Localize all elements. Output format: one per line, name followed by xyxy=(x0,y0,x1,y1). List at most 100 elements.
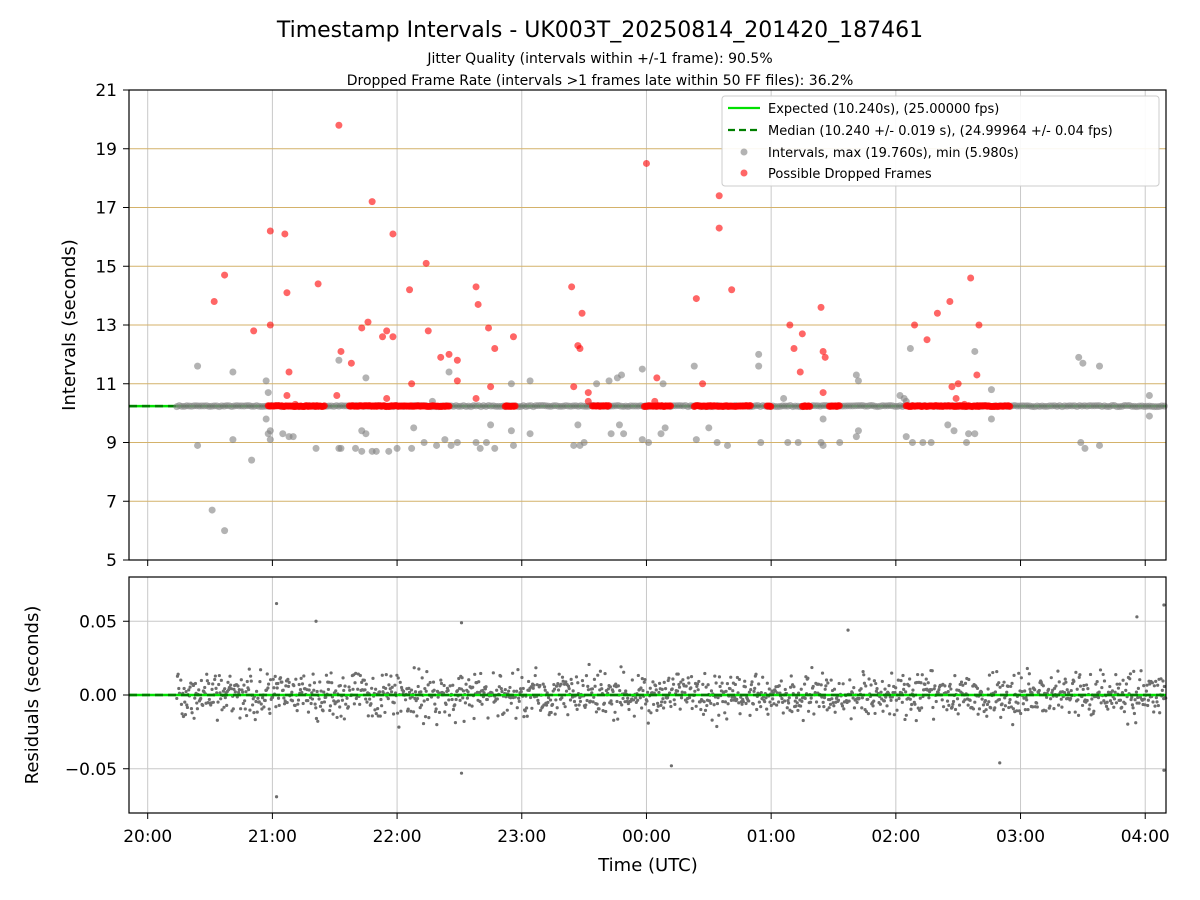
residual-point xyxy=(677,682,681,687)
residual-point xyxy=(282,702,287,706)
residual-point xyxy=(641,688,645,693)
residual-point xyxy=(1064,680,1068,684)
residual-point xyxy=(894,698,898,702)
residual-point xyxy=(467,678,471,682)
residual-point xyxy=(893,690,897,695)
dropped-frame-point xyxy=(817,303,825,311)
residual-point xyxy=(1015,709,1019,713)
residual-point xyxy=(205,672,209,676)
residual-point xyxy=(274,705,278,709)
residual-point xyxy=(1054,684,1058,688)
interval-point xyxy=(262,377,270,385)
residual-point xyxy=(749,688,753,692)
residual-point xyxy=(766,712,770,716)
residual-point xyxy=(919,681,923,685)
residual-point xyxy=(188,685,192,689)
residual-point xyxy=(896,678,900,682)
dropped-frame-point xyxy=(923,336,931,344)
residual-point xyxy=(687,681,691,685)
residual-point xyxy=(255,710,259,714)
residual-point xyxy=(916,672,920,677)
residual-point xyxy=(1001,683,1005,688)
residual-point xyxy=(648,686,652,690)
residual-point xyxy=(1069,688,1073,693)
residual-point xyxy=(434,707,438,711)
residual-point xyxy=(554,698,558,702)
residual-point xyxy=(378,714,382,718)
residual-point xyxy=(627,707,631,712)
residual-point xyxy=(909,707,913,711)
residual-point xyxy=(495,688,499,692)
residual-point xyxy=(822,696,827,700)
residual-point xyxy=(1136,686,1141,690)
residual-point xyxy=(901,673,905,678)
residual-point xyxy=(678,707,682,711)
residual-point xyxy=(213,677,217,682)
residual-point xyxy=(322,690,326,694)
dropped-frame-point xyxy=(786,321,794,329)
dropped-frame-point xyxy=(314,280,322,288)
residual-point xyxy=(1090,697,1094,701)
residual-point xyxy=(783,699,787,703)
residual-point xyxy=(548,698,553,702)
residual-point xyxy=(997,697,1002,702)
residual-point xyxy=(536,698,540,702)
interval-point xyxy=(335,356,343,364)
residual-point xyxy=(903,717,907,722)
residual-point xyxy=(950,705,954,709)
residual-point xyxy=(630,678,634,682)
residual-point xyxy=(484,685,488,689)
residual-point xyxy=(1084,683,1089,687)
residual-point xyxy=(465,696,470,700)
interval-point xyxy=(705,424,713,432)
residual-point xyxy=(684,684,688,688)
dropped-frame-point xyxy=(746,402,754,410)
residual-point xyxy=(1159,677,1163,681)
residual-point xyxy=(309,701,313,706)
residual-point xyxy=(847,699,851,703)
residual-point xyxy=(816,682,821,686)
residual-point xyxy=(237,688,241,692)
residual-point xyxy=(1021,702,1025,706)
residual-point xyxy=(515,689,519,693)
dropped-frame-point xyxy=(266,227,274,235)
residual-point xyxy=(968,698,972,702)
residual-point xyxy=(268,711,272,715)
residual-point xyxy=(810,665,814,670)
residual-point xyxy=(221,689,225,693)
residual-point xyxy=(260,707,264,711)
residual-point xyxy=(1134,690,1139,694)
residual-point xyxy=(251,703,255,707)
residual-point xyxy=(726,702,730,706)
residual-point xyxy=(830,697,834,701)
residual-point xyxy=(945,708,949,712)
residual-point xyxy=(297,682,301,687)
residual-point xyxy=(914,718,918,723)
residual-point xyxy=(249,674,253,678)
residual-point xyxy=(396,676,400,680)
residual-point xyxy=(887,683,891,688)
residual-point xyxy=(409,688,414,692)
residual-point xyxy=(959,680,964,684)
residual-point xyxy=(632,714,636,718)
residual-point xyxy=(263,698,267,703)
interval-point xyxy=(487,421,495,429)
residual-point xyxy=(1126,722,1130,726)
residual-point xyxy=(961,683,965,687)
residual-point xyxy=(1041,684,1045,688)
residual-point xyxy=(867,677,871,681)
residual-point xyxy=(1146,703,1150,708)
residual-point xyxy=(920,706,924,710)
residual-point xyxy=(768,700,772,704)
residual-point xyxy=(1110,689,1115,693)
residual-point xyxy=(343,684,347,688)
residual-point xyxy=(251,697,255,701)
residual-point xyxy=(820,671,825,675)
residual-point xyxy=(1162,684,1166,689)
residual-point xyxy=(433,709,438,714)
interval-point xyxy=(507,380,515,388)
legend-intervals-label: Intervals, max (19.760s), min (5.980s) xyxy=(768,146,1019,161)
residual-point xyxy=(618,689,622,693)
residual-point xyxy=(335,715,339,720)
residual-point xyxy=(596,673,600,677)
